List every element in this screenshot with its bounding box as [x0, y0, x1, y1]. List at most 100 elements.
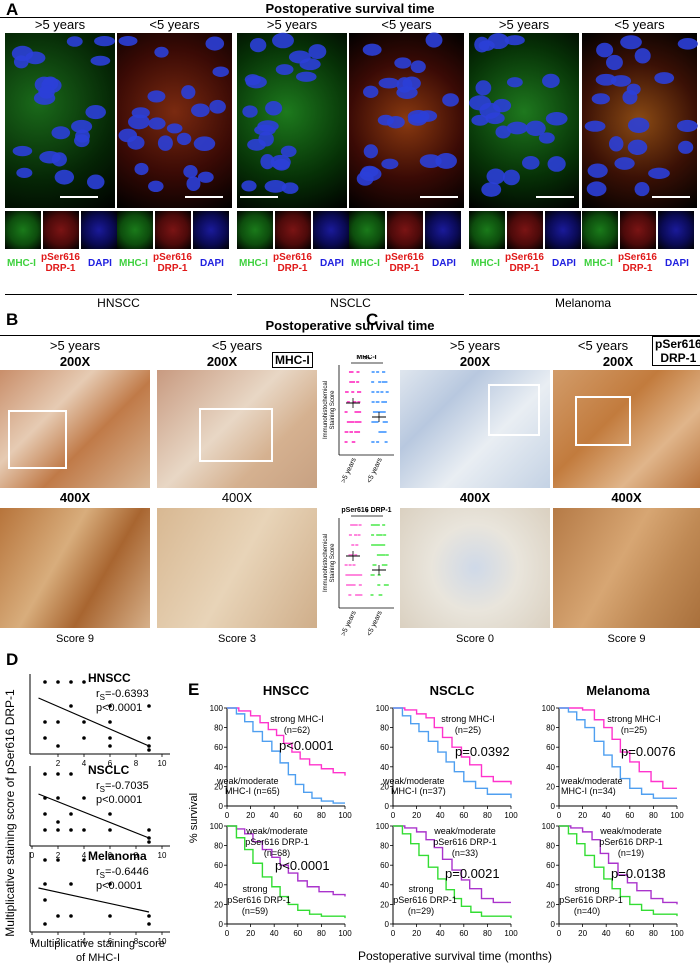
d-point — [56, 828, 60, 832]
d-tick-label: 8 — [134, 759, 139, 768]
b-mag-label: 400X — [221, 490, 253, 505]
group-label-hnscc: HNSCC — [97, 296, 140, 310]
nucleus — [94, 35, 115, 47]
nucleus — [626, 83, 641, 95]
nucleus — [362, 43, 382, 56]
dotplot-title: pSer616 DRP-1 — [341, 507, 391, 514]
d-point — [108, 720, 112, 724]
d-rs: rS=-0.7035 — [96, 780, 149, 794]
e-y-tick-label: 100 — [210, 822, 224, 831]
drp1-channel-image — [507, 211, 543, 249]
e-survival-curve — [393, 825, 511, 904]
nucleus — [254, 124, 276, 136]
nucleus — [442, 93, 459, 107]
nucleus — [359, 166, 382, 182]
stain-label-dapi: DAPI — [665, 258, 689, 269]
d-pvalue: p<0.0001 — [96, 794, 142, 806]
dotplot-point — [384, 564, 388, 566]
e-x-tick-label: 80 — [649, 929, 658, 938]
b-marker-box: MHC-I — [272, 352, 313, 368]
e-y-tick-label: 40 — [380, 881, 389, 890]
stain-label-dapi: DAPI — [320, 258, 344, 269]
d-point — [108, 914, 112, 918]
dotplot-point — [372, 411, 376, 413]
d-plot-title: HNSCC — [88, 671, 131, 685]
nucleus — [308, 44, 327, 60]
e-x-tick-label: 0 — [391, 929, 396, 938]
ihc-image-mhc-long-200x — [0, 370, 150, 488]
e-weak-label: pSer616 DRP-1 — [245, 837, 309, 847]
e-y-tick-label: 0 — [219, 920, 224, 929]
d-tick-label: 2 — [56, 937, 61, 946]
e-y-tick-label: 40 — [546, 881, 555, 890]
e-y-tick-label: 20 — [380, 900, 389, 909]
dotplot-point — [379, 554, 383, 556]
nucleus — [627, 117, 650, 134]
e-x-tick-label: 0 — [225, 811, 230, 820]
d-tick-label: 4 — [82, 759, 87, 768]
dotplot-point — [347, 584, 351, 586]
ihc-image-mhc-long-400x — [0, 508, 150, 628]
dotplot-point — [381, 401, 385, 403]
dotplot-point — [376, 441, 380, 443]
nucleus — [148, 180, 164, 193]
d-point — [43, 772, 47, 776]
e-pvalue: p=0.0392 — [455, 744, 510, 759]
d-point — [147, 736, 151, 740]
d-point — [147, 704, 151, 708]
dotplot-ylabel-line: Immunohistochemical — [323, 534, 329, 592]
d-point — [82, 828, 86, 832]
dotplot-ylabel-line: Staining Score — [330, 543, 336, 583]
nucleus — [127, 114, 150, 130]
e-x-tick-label: 40 — [270, 811, 279, 820]
d-tick-label: 8 — [134, 851, 139, 860]
dotplot-ylabel-line: Staining Score — [330, 390, 336, 430]
c-col-label: <5 years — [577, 338, 629, 353]
d-tick-label: 6 — [108, 759, 113, 768]
d-plot-title: Melanoma — [88, 849, 147, 863]
d-tick-label: 4 — [82, 851, 87, 860]
b-col-label: >5 years — [49, 338, 101, 353]
dotplot-point — [381, 381, 385, 383]
nucleus — [487, 33, 509, 50]
nucleus — [85, 105, 106, 120]
dotplot-point — [348, 421, 352, 423]
a-col-label: >5 years — [266, 17, 318, 32]
e-x-tick-label: 100 — [670, 811, 684, 820]
e-survival-curve — [559, 707, 677, 790]
dotplot-point — [377, 584, 381, 586]
nucleus — [608, 136, 624, 152]
dotplot-point — [371, 371, 375, 373]
nucleus — [610, 75, 632, 87]
e-y-tick-label: 80 — [546, 724, 555, 733]
drp1-channel-image — [620, 211, 656, 249]
panel-bc-header: Postoperative survival time — [265, 318, 435, 333]
e-x-tick-label: 40 — [602, 929, 611, 938]
dotplot-point — [345, 391, 349, 393]
e-pvalue: p=0.0076 — [621, 744, 676, 759]
dotplot-point — [382, 371, 386, 373]
stain-label-line: DRP-1 — [389, 263, 420, 274]
e-x-tick-label: 100 — [504, 811, 518, 820]
e-strong-label: strong — [242, 884, 267, 894]
d-point — [43, 882, 47, 886]
d-point — [56, 914, 60, 918]
nucleus — [627, 139, 648, 155]
e-strong-label: (n=62) — [284, 725, 310, 735]
nucleus — [12, 145, 33, 157]
panel-a-label: A — [6, 0, 19, 19]
zoom-box — [199, 408, 273, 462]
nucleus — [183, 165, 198, 179]
nucleus — [504, 35, 525, 46]
e-y-tick-label: 0 — [219, 802, 224, 811]
dotplot-point — [359, 594, 363, 596]
group-label-melanoma: Melanoma — [554, 296, 612, 310]
dotplot-xlabel: <5 years — [366, 609, 384, 637]
dotplot-point — [357, 391, 361, 393]
d-point — [147, 914, 151, 918]
e-x-tick-label: 100 — [670, 929, 684, 938]
e-x-tick-label: 20 — [578, 811, 587, 820]
nucleus — [525, 120, 546, 136]
dotplot-point — [350, 381, 354, 383]
d-point — [43, 812, 47, 816]
